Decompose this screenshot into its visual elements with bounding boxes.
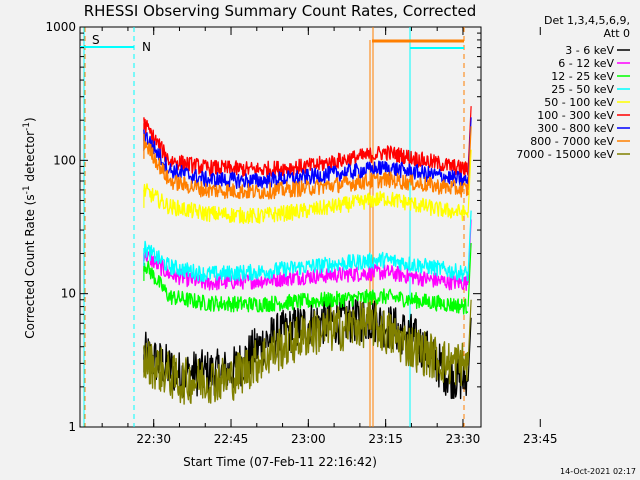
y-axis-label: Corrected Count Rate (s-1 detector-1) bbox=[22, 117, 37, 338]
y-tick-label-1: 10 bbox=[61, 287, 76, 301]
series-line-2 bbox=[143, 260, 469, 315]
x-tick-label-2: 23:00 bbox=[291, 432, 326, 446]
series-group bbox=[143, 106, 472, 405]
footer-timestamp: 14-Oct-2021 02:17 bbox=[560, 467, 636, 476]
x-tick-label-4: 23:30 bbox=[446, 432, 481, 446]
legend-label-3: 25 - 50 keV bbox=[551, 83, 614, 96]
series-end-spike-7 bbox=[467, 126, 472, 190]
legend-label-0: 3 - 6 keV bbox=[565, 44, 614, 57]
y-tick-label-3: 1000 bbox=[45, 20, 76, 34]
legend-label-1: 6 - 12 keV bbox=[558, 57, 614, 70]
y-axis-label-mid: detector bbox=[23, 131, 37, 186]
y-tick-label-0: 1 bbox=[68, 420, 76, 434]
series-end-spike-0 bbox=[467, 317, 472, 382]
plot-frame bbox=[79, 26, 482, 428]
y-axis-label-end: ) bbox=[23, 117, 37, 122]
x-tick-label-5: 23:45 bbox=[523, 432, 558, 446]
y-axis-ticks: 1 10 100 1000 bbox=[45, 20, 481, 434]
series-end-spike-3 bbox=[467, 210, 472, 275]
y-axis-label-main: Corrected Count Rate (s bbox=[23, 194, 37, 338]
legend-label-7: 800 - 7000 keV bbox=[530, 135, 614, 148]
x-axis-label: Start Time (07-Feb-11 22:16:42) bbox=[183, 455, 377, 469]
series-line-4 bbox=[143, 183, 469, 225]
legend-label-5: 100 - 300 keV bbox=[537, 109, 614, 122]
series-line-5 bbox=[143, 117, 469, 178]
x-axis-ticks: 22:30 22:45 23:00 23:15 23:30 23:45 bbox=[101, 27, 558, 446]
legend-label-8: 7000 - 15000 keV bbox=[516, 148, 614, 161]
series-line-3 bbox=[143, 240, 469, 283]
series-end-spike-4 bbox=[467, 149, 472, 214]
series-end-spike-2 bbox=[467, 242, 472, 307]
legend-header-line1: Det 1,3,4,5,6,9, bbox=[544, 14, 630, 27]
y-axis-label-sup2: -1 bbox=[22, 122, 32, 131]
y-axis-label-sup1: -1 bbox=[22, 185, 32, 194]
series-end-spike-8 bbox=[467, 299, 472, 364]
legend-label-6: 300 - 800 keV bbox=[537, 122, 614, 135]
annotation-s: S bbox=[92, 33, 100, 47]
plot-area: 1 10 100 1000 22:30 22:45 23:00 23:15 23:30 23:4… bbox=[45, 20, 557, 446]
x-tick-label-3: 23:15 bbox=[368, 432, 403, 446]
y-tick-label-2: 100 bbox=[53, 153, 76, 167]
chart-title: RHESSI Observing Summary Count Rates, Co… bbox=[84, 2, 477, 20]
legend-header-line2: Att 0 bbox=[604, 27, 630, 40]
x-tick-label-1: 22:45 bbox=[214, 432, 249, 446]
legend-label-4: 50 - 100 keV bbox=[544, 96, 614, 109]
series-line-7 bbox=[143, 133, 469, 200]
series-line-8 bbox=[143, 301, 469, 405]
x-tick-label-0: 22:30 bbox=[136, 432, 171, 446]
legend-label-2: 12 - 25 keV bbox=[551, 70, 614, 83]
annotation-n: N bbox=[142, 40, 151, 54]
flag-bars bbox=[80, 39, 464, 427]
